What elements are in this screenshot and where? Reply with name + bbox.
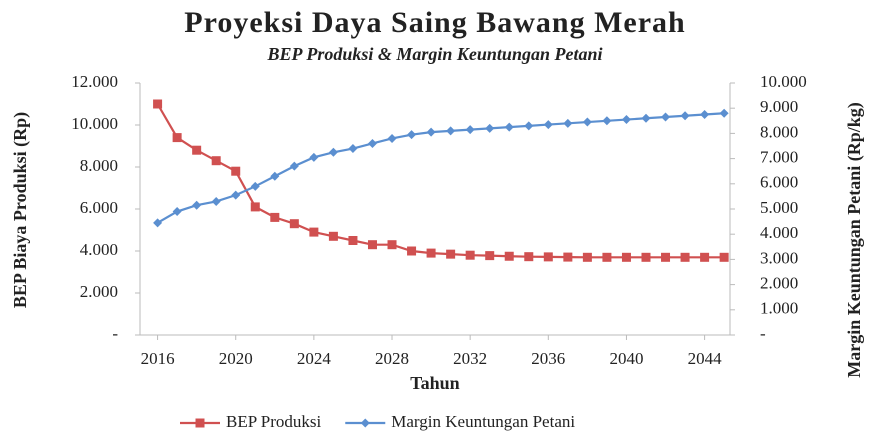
marker — [426, 248, 436, 258]
marker — [289, 161, 299, 171]
marker — [680, 111, 690, 121]
marker — [328, 147, 338, 157]
x-tick-label: 2020 — [219, 349, 253, 368]
marker — [485, 123, 495, 133]
marker — [641, 113, 651, 123]
marker — [661, 252, 671, 262]
marker — [309, 227, 319, 237]
y-tick-label: - — [112, 324, 118, 343]
x-tick-label: 2044 — [688, 349, 723, 368]
marker — [211, 196, 221, 206]
marker — [360, 418, 370, 428]
marker — [172, 133, 182, 143]
marker — [446, 249, 456, 259]
marker — [485, 251, 495, 261]
y-tick-label: 4.000 — [80, 240, 118, 259]
marker — [367, 138, 377, 148]
y2-tick-label: 5.000 — [760, 198, 798, 217]
marker — [407, 246, 417, 256]
marker — [602, 252, 612, 262]
x-tick-label: 2036 — [531, 349, 565, 368]
marker — [719, 252, 729, 262]
marker — [700, 110, 710, 119]
marker — [328, 231, 338, 241]
marker — [387, 133, 397, 143]
marker — [387, 240, 397, 250]
marker — [348, 236, 358, 245]
marker — [153, 218, 163, 228]
marker — [446, 126, 456, 136]
marker — [621, 252, 631, 262]
x-tick-label: 2032 — [453, 349, 487, 368]
marker — [348, 144, 358, 154]
marker — [211, 156, 221, 166]
marker — [172, 207, 182, 217]
marker — [582, 117, 592, 127]
series-line — [156, 103, 725, 259]
marker — [524, 121, 534, 131]
y2-tick-label: 1.000 — [760, 299, 798, 318]
y-tick-label: 10.000 — [71, 114, 118, 133]
y2-tick-label: - — [760, 324, 766, 343]
chart-subtitle: BEP Produksi & Margin Keuntungan Petani — [267, 44, 603, 64]
marker — [680, 252, 690, 262]
legend-label: BEP Produksi — [226, 412, 322, 431]
marker — [563, 252, 573, 262]
marker — [250, 202, 260, 212]
y2-tick-label: 6.000 — [760, 173, 798, 192]
y-tick-label: 8.000 — [80, 156, 118, 175]
marker — [270, 171, 280, 181]
marker — [582, 252, 592, 262]
marker — [270, 212, 280, 222]
marker — [465, 250, 475, 260]
marker — [504, 251, 514, 261]
marker — [426, 127, 436, 137]
marker — [524, 252, 534, 262]
marker — [719, 108, 729, 118]
marker — [367, 240, 377, 250]
marker — [661, 112, 671, 122]
y2-axis-title: Margin Keuntungan Petani (Rp/kg) — [844, 102, 865, 378]
x-tick-label: 2040 — [609, 349, 643, 368]
y-tick-label: 6.000 — [80, 198, 118, 217]
marker — [289, 219, 299, 229]
marker — [231, 190, 241, 200]
marker — [504, 122, 514, 132]
y2-tick-label: 10.000 — [760, 72, 807, 91]
x-tick-label: 2024 — [297, 349, 332, 368]
marker — [192, 145, 202, 155]
marker — [153, 99, 163, 109]
y2-tick-label: 7.000 — [760, 148, 798, 167]
y-tick-label: 12.000 — [71, 72, 118, 91]
legend-label: Margin Keuntungan Petani — [391, 412, 575, 431]
marker — [563, 118, 573, 128]
x-axis-title: Tahun — [410, 373, 459, 393]
y-tick-label: 2.000 — [80, 282, 118, 301]
series-line — [157, 112, 725, 224]
marker — [641, 252, 651, 262]
marker — [465, 125, 475, 135]
y2-tick-label: 3.000 — [760, 248, 798, 267]
x-tick-label: 2028 — [375, 349, 409, 368]
y2-tick-label: 4.000 — [760, 223, 798, 242]
chart-title: Proyeksi Daya Saing Bawang Merah — [184, 6, 685, 39]
marker — [543, 252, 553, 262]
y2-tick-label: 9.000 — [760, 97, 798, 116]
marker — [309, 152, 319, 162]
y2-tick-label: 2.000 — [760, 274, 798, 293]
y2-tick-label: 8.000 — [760, 122, 798, 141]
marker — [602, 116, 612, 126]
marker — [407, 130, 417, 140]
marker — [192, 200, 202, 210]
y-axis-title: BEP Biaya Produksi (Rp) — [10, 112, 31, 308]
marker — [621, 115, 631, 125]
marker — [250, 181, 260, 191]
x-tick-label: 2016 — [141, 349, 175, 368]
marker — [231, 166, 241, 176]
marker — [195, 418, 205, 428]
marker — [700, 252, 710, 262]
marker — [543, 120, 553, 130]
